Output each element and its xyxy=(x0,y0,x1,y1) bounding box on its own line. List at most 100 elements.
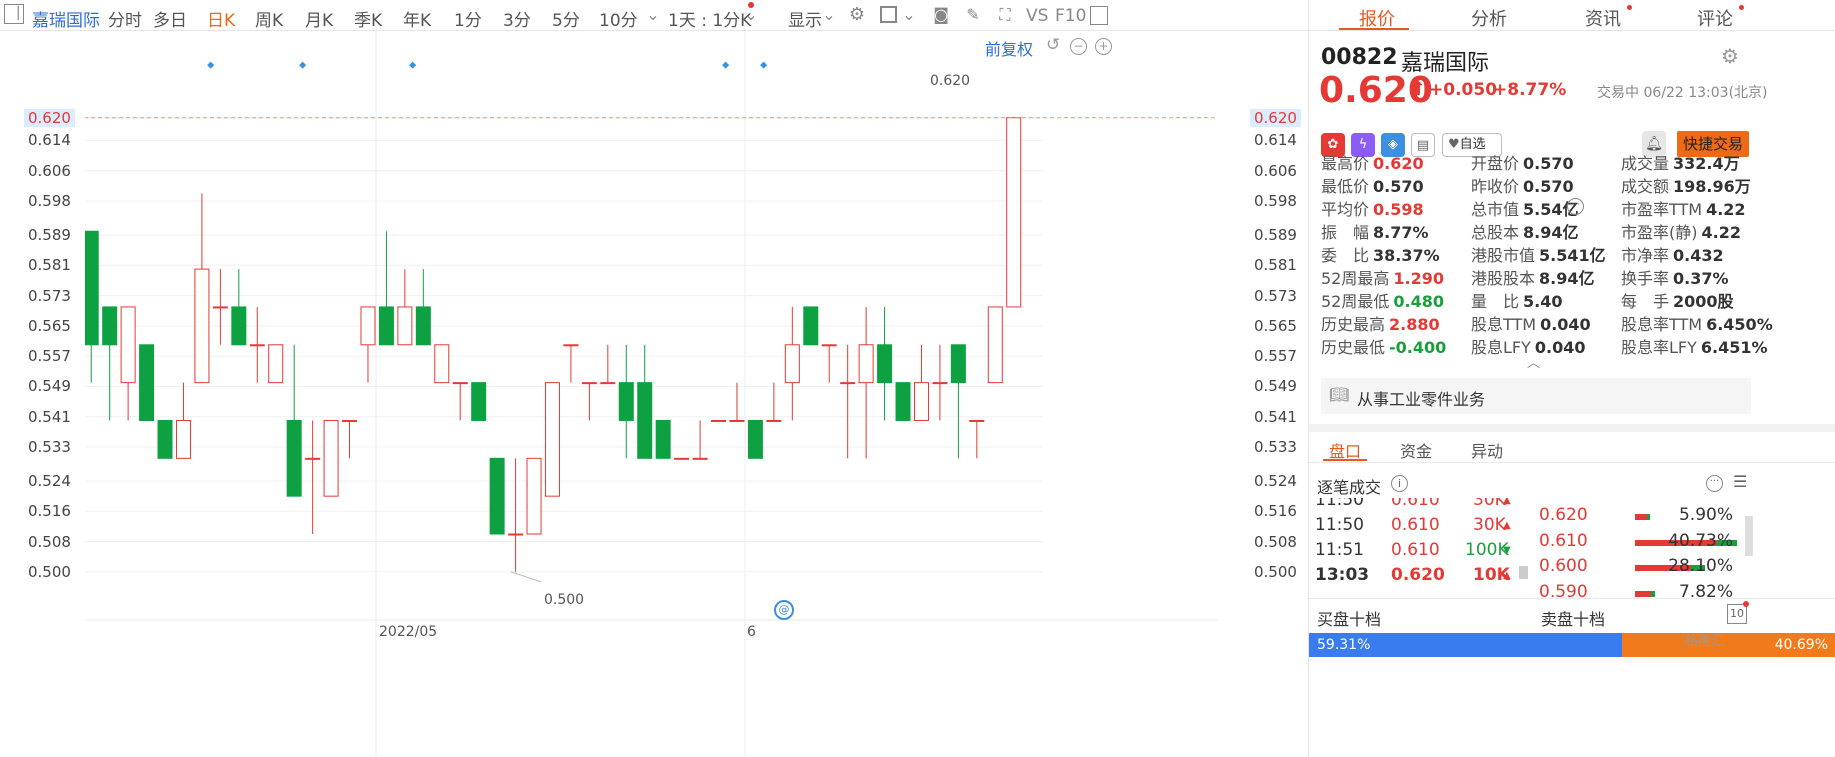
candle-up xyxy=(397,306,413,346)
y-tick-right: 0.524 xyxy=(1254,472,1297,491)
tag-icon[interactable]: ◈ xyxy=(1381,133,1405,157)
trade-volume: 100K xyxy=(1465,540,1509,560)
bell-icon[interactable]: 🔔︎ xyxy=(1642,131,1666,157)
y-tick-left: 0.533 xyxy=(28,437,71,456)
stat-item: 振 幅 8.77% xyxy=(1321,219,1429,243)
undo-icon[interactable]: ↺ xyxy=(1046,35,1061,55)
display-menu[interactable]: 显示 xyxy=(788,11,822,31)
square-icon[interactable] xyxy=(880,6,897,23)
hk-flag-icon[interactable]: ✿ xyxy=(1321,133,1345,157)
candle-up xyxy=(323,419,339,497)
stat-value: 0.598 xyxy=(1373,200,1424,219)
market-cap-more-icon[interactable]: ··· xyxy=(1567,198,1584,215)
settings-gear-icon[interactable]: ⚙ xyxy=(1721,44,1739,68)
gear-icon[interactable]: ⚙ xyxy=(848,4,866,25)
event-marker-icon[interactable]: @ xyxy=(774,600,794,620)
y-tick-left: 0.541 xyxy=(28,407,71,426)
y-tick-right: 0.614 xyxy=(1254,131,1297,150)
subtab-changes[interactable]: 异动 xyxy=(1471,442,1504,461)
y-tick-right: 0.516 xyxy=(1254,502,1297,521)
quick-trade-button[interactable]: 快捷交易 xyxy=(1677,131,1749,157)
period-tab-multiday[interactable]: 多日 xyxy=(153,11,187,31)
period-tab-1min[interactable]: 1分 xyxy=(454,11,482,31)
period-tab-day-k[interactable]: 日K xyxy=(207,11,236,31)
trade-time: 11:50 xyxy=(1315,515,1364,535)
stat-value: 0.570 xyxy=(1523,154,1574,173)
stat-item: 股息率LFY 6.451% xyxy=(1621,334,1768,358)
pencil-icon[interactable]: ✎ xyxy=(966,5,980,24)
active-tab-underline xyxy=(1339,28,1409,30)
kline-chart[interactable]: 0.620 0.614 0.606 0.598 0.589 0.581 0.573 0.565… xyxy=(0,30,1308,757)
stat-item: 成交额 198.96万 xyxy=(1621,173,1751,197)
panel-toggle-icon[interactable] xyxy=(1090,6,1108,25)
trade-list[interactable]: 11:50 0.610 30K ▲ 11:50 0.610 30K ▲ 11:51 0.610 10… xyxy=(1309,498,1519,598)
stat-value: 5.541亿 xyxy=(1539,246,1606,265)
distribution-price: 0.590 xyxy=(1539,581,1588,599)
lightning-icon[interactable]: ϟ xyxy=(1351,133,1375,157)
stat-value: 6.451% xyxy=(1700,338,1768,357)
subtab-funds[interactable]: 资金 xyxy=(1400,442,1433,461)
trade-scrollbar[interactable] xyxy=(1519,566,1528,579)
zoom-out-icon[interactable]: − xyxy=(1070,38,1087,55)
interval-select[interactable]: 1天 : 1分K xyxy=(668,11,752,31)
stat-label: 总市值 xyxy=(1471,200,1520,219)
candlestick-plot[interactable] xyxy=(85,30,1218,757)
interval-chevron-icon[interactable]: ⌄ xyxy=(744,5,758,24)
tab-analysis[interactable]: 分析 xyxy=(1471,9,1507,30)
trade-time: 11:51 xyxy=(1315,540,1364,560)
distribution-scrollbar[interactable] xyxy=(1745,516,1753,556)
add-watchlist-button[interactable]: ♥自选 xyxy=(1442,133,1502,157)
stat-item: 总股本 8.94亿 xyxy=(1471,219,1579,243)
sidebar-toggle-icon[interactable]: ▕ xyxy=(4,4,24,24)
period-tab-year-k[interactable]: 年K xyxy=(403,11,432,31)
bookmark-icon[interactable]: ▤ xyxy=(1411,133,1435,157)
tab-quote[interactable]: 报价 xyxy=(1359,9,1395,30)
subtab-orderbook[interactable]: 盘口 xyxy=(1329,442,1362,461)
period-tab-10min[interactable]: 10分 xyxy=(599,11,638,31)
tab-comments[interactable]: 评论 xyxy=(1697,5,1744,31)
y-tick-left: 0.516 xyxy=(28,502,71,521)
stat-label: 52周最高 xyxy=(1321,269,1390,288)
stat-item: 股息LFY 0.040 xyxy=(1471,334,1586,358)
depth-ten-icon[interactable]: 10 xyxy=(1727,604,1747,624)
stat-label: 平均价 xyxy=(1321,200,1370,219)
period-tab-week-k[interactable]: 周K xyxy=(255,11,284,31)
period-tab-fenshi[interactable]: 分时 xyxy=(108,11,142,31)
collapse-chevron-icon[interactable]: ︿ xyxy=(1527,356,1541,371)
sell-ratio-text: 40.69% xyxy=(1774,637,1828,653)
candle-up xyxy=(913,382,929,421)
candle-up xyxy=(563,344,579,347)
stock-name: 嘉瑞国际 xyxy=(1401,51,1490,76)
period-tab-3min[interactable]: 3分 xyxy=(503,11,531,31)
stat-label: 市盈率(静) xyxy=(1621,223,1698,242)
zoom-in-icon[interactable]: + xyxy=(1095,38,1112,55)
display-chevron-icon[interactable]: ⌄ xyxy=(822,5,836,24)
period-tab-month-k[interactable]: 月K xyxy=(305,11,334,31)
event-diamond xyxy=(760,61,768,69)
camera-icon[interactable]: ◙ xyxy=(933,5,949,24)
business-summary[interactable]: 📖︎ 从事工业零件业务 xyxy=(1321,378,1751,414)
candle-up xyxy=(1006,117,1022,308)
info-icon[interactable]: i xyxy=(1391,475,1408,492)
candle-up xyxy=(452,382,468,385)
period-tab-5min[interactable]: 5分 xyxy=(552,11,580,31)
stat-value: 0.37% xyxy=(1673,269,1729,288)
trade-time: 13:03 xyxy=(1315,565,1370,585)
list-menu-icon[interactable]: ☰ xyxy=(1733,472,1748,491)
down-triangle-icon: ▼ xyxy=(1503,545,1511,556)
adjust-toggle[interactable]: 前复权 xyxy=(985,40,1034,59)
chevron-down-icon[interactable]: ⌄ xyxy=(646,5,660,24)
toolbar-stock-name[interactable]: 嘉瑞国际 xyxy=(32,11,100,31)
square-chevron-icon[interactable]: ⌄ xyxy=(902,5,916,24)
vs-button[interactable]: VS xyxy=(1026,6,1049,26)
trade-volume: 30K xyxy=(1473,515,1506,535)
candle-down xyxy=(895,382,911,421)
more-icon[interactable]: ··· xyxy=(1706,475,1723,492)
tab-news[interactable]: 资讯 xyxy=(1585,5,1632,31)
period-tab-season-k[interactable]: 季K xyxy=(354,11,383,31)
stat-value: 332.4万 xyxy=(1673,154,1740,173)
stat-label: 历史最高 xyxy=(1321,315,1386,334)
watermark-text: 格隆汇 xyxy=(1685,634,1725,649)
fullscreen-icon[interactable]: ⛶ xyxy=(999,5,1011,24)
f10-button[interactable]: F10 xyxy=(1055,6,1087,26)
